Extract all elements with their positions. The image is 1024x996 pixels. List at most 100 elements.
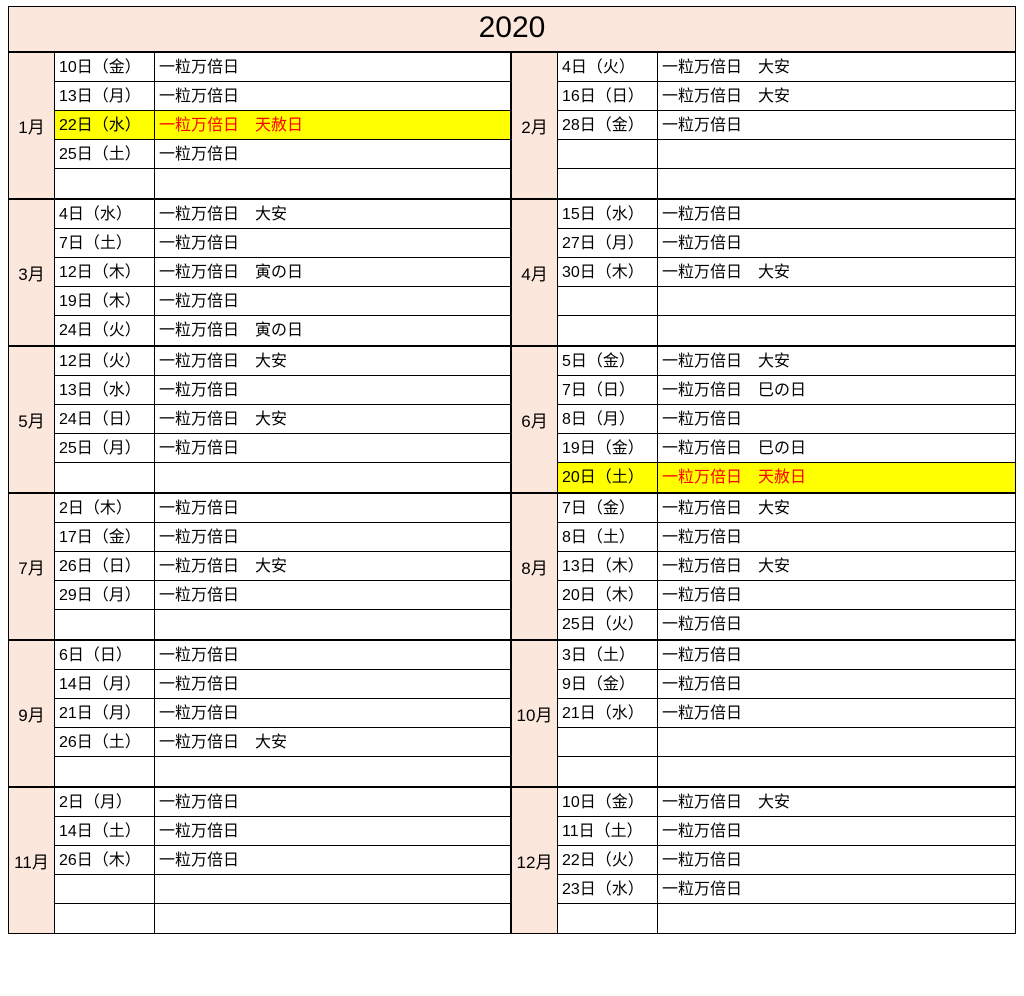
month-block: 6月5日（金）一粒万倍日 大安7日（日）一粒万倍日 巳の日8日（月）一粒万倍日1… bbox=[512, 347, 1015, 492]
calendar-entry: 14日（月）一粒万倍日 bbox=[55, 670, 510, 699]
month-entries: 15日（水）一粒万倍日27日（月）一粒万倍日30日（木）一粒万倍日 大安 bbox=[558, 200, 1015, 345]
month-entries: 2日（木）一粒万倍日17日（金）一粒万倍日26日（日）一粒万倍日 大安29日（月… bbox=[55, 494, 510, 639]
entry-description bbox=[155, 610, 510, 639]
entry-date: 20日（木） bbox=[558, 581, 658, 609]
calendar-entry bbox=[55, 875, 510, 904]
entry-date: 7日（土） bbox=[55, 229, 155, 257]
entry-description bbox=[658, 728, 1015, 756]
entry-description bbox=[155, 904, 510, 933]
calendar-entry: 4日（火）一粒万倍日 大安 bbox=[558, 53, 1015, 82]
calendar-entry: 21日（水）一粒万倍日 bbox=[558, 699, 1015, 728]
entry-description: 一粒万倍日 bbox=[658, 111, 1015, 139]
entry-date bbox=[55, 610, 155, 639]
entry-description: 一粒万倍日 bbox=[658, 670, 1015, 698]
entry-description: 一粒万倍日 大安 bbox=[658, 788, 1015, 816]
calendar-entry: 20日（木）一粒万倍日 bbox=[558, 581, 1015, 610]
entry-date: 2日（月） bbox=[55, 788, 155, 816]
calendar-entry bbox=[558, 757, 1015, 786]
entry-date: 21日（水） bbox=[558, 699, 658, 727]
month-block: 12月10日（金）一粒万倍日 大安11日（土）一粒万倍日22日（火）一粒万倍日2… bbox=[512, 788, 1015, 933]
calendar-entry: 10日（金）一粒万倍日 bbox=[55, 53, 510, 82]
entry-date: 14日（月） bbox=[55, 670, 155, 698]
entry-description: 一粒万倍日 大安 bbox=[658, 552, 1015, 580]
entry-description: 一粒万倍日 bbox=[155, 846, 510, 874]
month-entries: 3日（土）一粒万倍日9日（金）一粒万倍日21日（水）一粒万倍日 bbox=[558, 641, 1015, 786]
calendar-entry bbox=[558, 287, 1015, 316]
calendar-table: 2020 1月10日（金）一粒万倍日13日（月）一粒万倍日22日（水）一粒万倍日… bbox=[8, 6, 1016, 934]
entry-date: 25日（土） bbox=[55, 140, 155, 168]
calendar-entry: 15日（水）一粒万倍日 bbox=[558, 200, 1015, 229]
entry-date: 26日（日） bbox=[55, 552, 155, 580]
entry-date: 2日（木） bbox=[55, 494, 155, 522]
entry-date bbox=[558, 316, 658, 345]
calendar-entry: 7日（日）一粒万倍日 巳の日 bbox=[558, 376, 1015, 405]
month-label: 11月 bbox=[9, 788, 55, 933]
entry-date: 19日（金） bbox=[558, 434, 658, 462]
entry-description bbox=[658, 757, 1015, 786]
entry-date: 7日（金） bbox=[558, 494, 658, 522]
entry-date: 26日（木） bbox=[55, 846, 155, 874]
entry-date: 16日（日） bbox=[558, 82, 658, 110]
month-entries: 6日（日）一粒万倍日14日（月）一粒万倍日21日（月）一粒万倍日26日（土）一粒… bbox=[55, 641, 510, 786]
entry-description: 一粒万倍日 bbox=[155, 229, 510, 257]
entry-date: 25日（月） bbox=[55, 434, 155, 462]
calendar-entry: 22日（水）一粒万倍日 天赦日 bbox=[55, 111, 510, 140]
calendar-entry: 16日（日）一粒万倍日 大安 bbox=[558, 82, 1015, 111]
entry-description bbox=[658, 904, 1015, 933]
calendar-entry: 7日（土）一粒万倍日 bbox=[55, 229, 510, 258]
month-block: 3月4日（水）一粒万倍日 大安7日（土）一粒万倍日12日（木）一粒万倍日 寅の日… bbox=[9, 200, 512, 345]
calendar-entry: 25日（火）一粒万倍日 bbox=[558, 610, 1015, 639]
entry-date: 29日（月） bbox=[55, 581, 155, 609]
month-label: 6月 bbox=[512, 347, 558, 492]
entry-description: 一粒万倍日 大安 bbox=[155, 728, 510, 756]
month-label: 10月 bbox=[512, 641, 558, 786]
month-pair-row: 7月2日（木）一粒万倍日17日（金）一粒万倍日26日（日）一粒万倍日 大安29日… bbox=[9, 494, 1015, 641]
calendar-entry: 19日（金）一粒万倍日 巳の日 bbox=[558, 434, 1015, 463]
calendar-entry: 2日（木）一粒万倍日 bbox=[55, 494, 510, 523]
calendar-entry: 11日（土）一粒万倍日 bbox=[558, 817, 1015, 846]
entry-date bbox=[558, 728, 658, 756]
entry-description bbox=[658, 140, 1015, 168]
entry-date bbox=[55, 875, 155, 903]
entry-date: 8日（土） bbox=[558, 523, 658, 551]
entry-description bbox=[155, 875, 510, 903]
calendar-entry: 30日（木）一粒万倍日 大安 bbox=[558, 258, 1015, 287]
calendar-entry: 22日（火）一粒万倍日 bbox=[558, 846, 1015, 875]
entry-date: 23日（水） bbox=[558, 875, 658, 903]
calendar-entry: 8日（土）一粒万倍日 bbox=[558, 523, 1015, 552]
entry-date: 5日（金） bbox=[558, 347, 658, 375]
entry-description: 一粒万倍日 bbox=[155, 82, 510, 110]
entry-date: 20日（土） bbox=[558, 463, 658, 492]
entry-date: 28日（金） bbox=[558, 111, 658, 139]
month-block: 8月7日（金）一粒万倍日 大安8日（土）一粒万倍日13日（木）一粒万倍日 大安2… bbox=[512, 494, 1015, 639]
entry-date: 9日（金） bbox=[558, 670, 658, 698]
entry-description: 一粒万倍日 bbox=[658, 699, 1015, 727]
calendar-entry: 26日（木）一粒万倍日 bbox=[55, 846, 510, 875]
month-label: 3月 bbox=[9, 200, 55, 345]
entry-description: 一粒万倍日 bbox=[155, 53, 510, 81]
entry-description: 一粒万倍日 bbox=[658, 641, 1015, 669]
entry-date: 13日（木） bbox=[558, 552, 658, 580]
calendar-entry bbox=[558, 169, 1015, 198]
entry-description: 一粒万倍日 天赦日 bbox=[658, 463, 1015, 492]
entry-description: 一粒万倍日 大安 bbox=[658, 82, 1015, 110]
month-block: 5月12日（火）一粒万倍日 大安13日（水）一粒万倍日24日（日）一粒万倍日 大… bbox=[9, 347, 512, 492]
entry-description: 一粒万倍日 bbox=[155, 788, 510, 816]
entry-date bbox=[558, 287, 658, 315]
month-label: 7月 bbox=[9, 494, 55, 639]
calendar-entry: 26日（土）一粒万倍日 大安 bbox=[55, 728, 510, 757]
month-block: 9月6日（日）一粒万倍日14日（月）一粒万倍日21日（月）一粒万倍日26日（土）… bbox=[9, 641, 512, 786]
entry-date bbox=[558, 904, 658, 933]
entry-date: 24日（日） bbox=[55, 405, 155, 433]
entry-date: 15日（水） bbox=[558, 200, 658, 228]
calendar-entry: 2日（月）一粒万倍日 bbox=[55, 788, 510, 817]
month-label: 4月 bbox=[512, 200, 558, 345]
entry-description: 一粒万倍日 bbox=[658, 229, 1015, 257]
calendar-entry: 25日（月）一粒万倍日 bbox=[55, 434, 510, 463]
entry-date: 6日（日） bbox=[55, 641, 155, 669]
entry-date: 22日（水） bbox=[55, 111, 155, 139]
entry-date: 13日（水） bbox=[55, 376, 155, 404]
calendar-entry: 13日（木）一粒万倍日 大安 bbox=[558, 552, 1015, 581]
entry-description: 一粒万倍日 bbox=[155, 581, 510, 609]
entry-date: 21日（月） bbox=[55, 699, 155, 727]
